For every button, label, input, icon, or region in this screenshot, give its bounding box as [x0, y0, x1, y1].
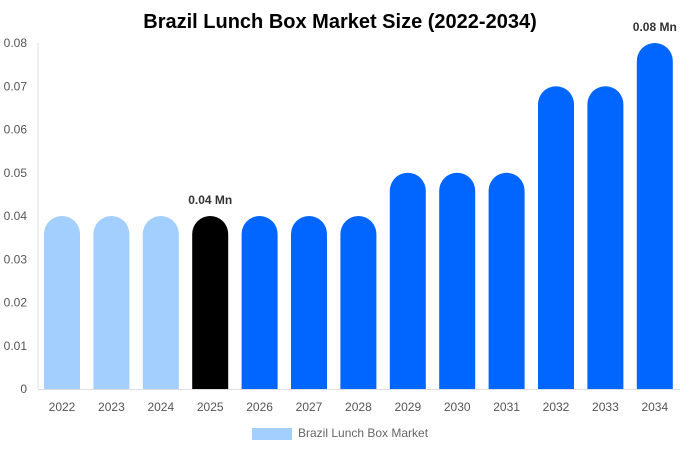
bar-2030[interactable]	[439, 172, 476, 389]
x-tick-label: 2031	[493, 400, 520, 414]
bar-2034[interactable]	[636, 43, 673, 389]
legend-swatch[interactable]	[252, 428, 292, 440]
bar-2028[interactable]	[340, 216, 377, 389]
x-tick-label: 2034	[641, 400, 668, 414]
chart-title: Brazil Lunch Box Market Size (2022-2034)	[143, 11, 536, 33]
x-tick-label: 2022	[49, 400, 76, 414]
y-tick-label: 0.08	[4, 36, 28, 50]
y-tick-label: 0.07	[4, 79, 28, 93]
legend-label[interactable]: Brazil Lunch Box Market	[298, 426, 429, 440]
data-label: 0.04 Mn	[188, 193, 232, 207]
x-tick-label: 2026	[246, 400, 273, 414]
x-tick-label: 2032	[543, 400, 570, 414]
bar-2032[interactable]	[538, 86, 574, 389]
x-tick-label: 2025	[197, 400, 224, 414]
y-tick-label: 0.04	[4, 209, 28, 223]
x-tick-label: 2029	[394, 400, 421, 414]
bar-2033[interactable]	[587, 86, 624, 389]
x-tick-label: 2024	[147, 400, 174, 414]
x-tick-label: 2030	[444, 400, 471, 414]
bar-2022[interactable]	[44, 216, 80, 389]
bar-2027[interactable]	[291, 216, 327, 389]
bar-2024[interactable]	[142, 216, 179, 389]
data-label: 0.08 Mn	[633, 20, 677, 34]
x-tick-label: 2033	[592, 400, 619, 414]
y-tick-label: 0.05	[4, 166, 28, 180]
bar-2023[interactable]	[93, 216, 130, 389]
y-tick-label: 0.03	[4, 252, 28, 266]
x-tick-label: 2028	[345, 400, 372, 414]
bar-2026[interactable]	[241, 216, 278, 389]
y-tick-label: 0.02	[4, 296, 28, 310]
y-tick-label: 0	[20, 382, 27, 396]
bar-2029[interactable]	[389, 172, 426, 389]
bar-2031[interactable]	[488, 172, 525, 389]
x-tick-label: 2023	[98, 400, 125, 414]
y-tick-label: 0.06	[4, 123, 28, 137]
x-tick-label: 2027	[296, 400, 323, 414]
bar-2025[interactable]	[192, 216, 229, 389]
y-tick-label: 0.01	[4, 339, 28, 353]
